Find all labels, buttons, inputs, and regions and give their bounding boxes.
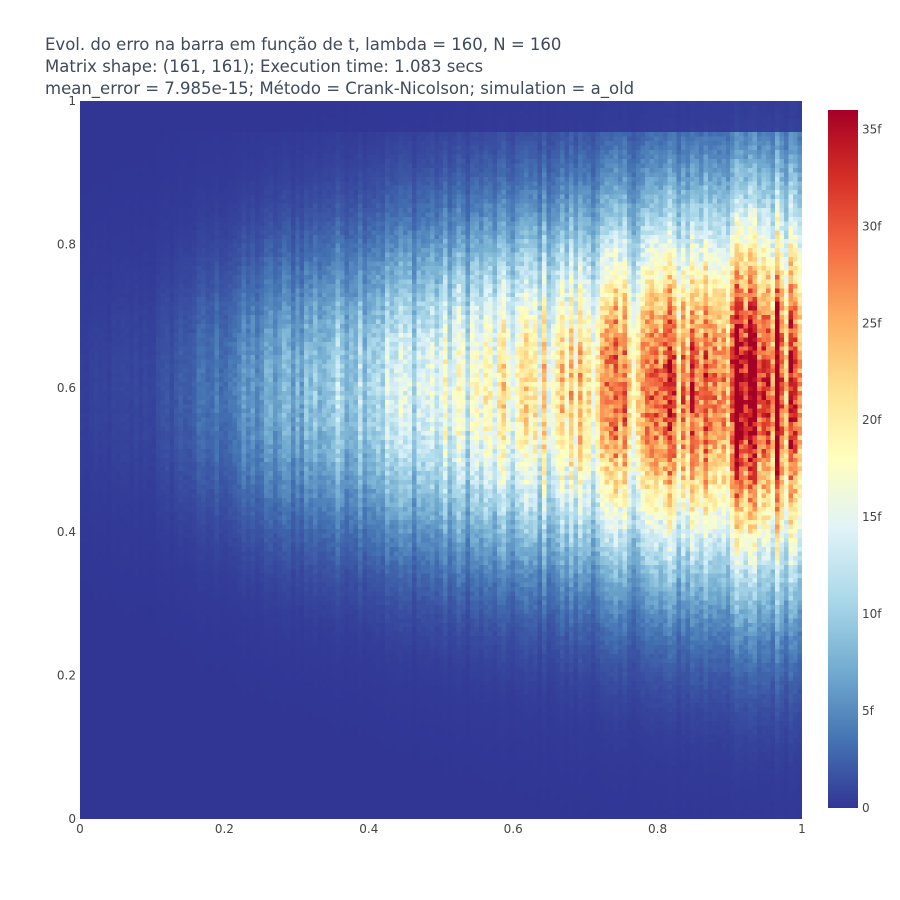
colorbar-tick-label: 0 xyxy=(862,801,870,815)
colorbar xyxy=(828,110,858,808)
y-tick-label: 0.4 xyxy=(57,525,76,539)
y-tick-label: 0 xyxy=(68,812,76,826)
title-line-1: Evol. do erro na barra em função de t, l… xyxy=(45,35,561,54)
x-tick-label: 0.6 xyxy=(504,822,523,836)
chart-title: Evol. do erro na barra em função de t, l… xyxy=(45,35,634,99)
colorbar-tick-label: 10f xyxy=(862,607,882,621)
x-tick-label: 0.2 xyxy=(215,822,234,836)
title-line-3: mean_error = 7.985e-15; Método = Crank-N… xyxy=(45,79,634,99)
colorbar-tick-label: 30f xyxy=(862,219,882,233)
x-tick-label: 0.8 xyxy=(648,822,667,836)
x-tick-label: 1 xyxy=(798,822,806,836)
x-tick-label: 0.4 xyxy=(359,822,378,836)
y-tick-label: 0.6 xyxy=(57,381,76,395)
title-line-2: Matrix shape: (161, 161); Execution time… xyxy=(45,57,483,76)
y-tick-label: 0.2 xyxy=(57,668,76,682)
colorbar-tick-label: 25f xyxy=(862,316,882,330)
x-tick-label: 0 xyxy=(76,822,84,836)
x-axis-ticks: 0 0.2 0.4 0.6 0.8 1 xyxy=(76,822,806,836)
colorbar-tick-label: 20f xyxy=(862,413,882,427)
heatmap-cells xyxy=(80,101,802,819)
colorbar-tick-label: 35f xyxy=(862,122,882,136)
plot-area xyxy=(80,101,802,819)
y-tick-label: 0.8 xyxy=(57,238,76,252)
y-axis-ticks: 0 0.2 0.4 0.6 0.8 1 xyxy=(57,94,76,826)
colorbar-tick-label: 15f xyxy=(862,510,882,524)
y-tick-label: 1 xyxy=(68,94,76,108)
colorbar-tick-label: 5f xyxy=(862,704,875,718)
colorbar-ticks: 0 5f 10f 15f 20f 25f 30f 35f xyxy=(862,122,882,815)
